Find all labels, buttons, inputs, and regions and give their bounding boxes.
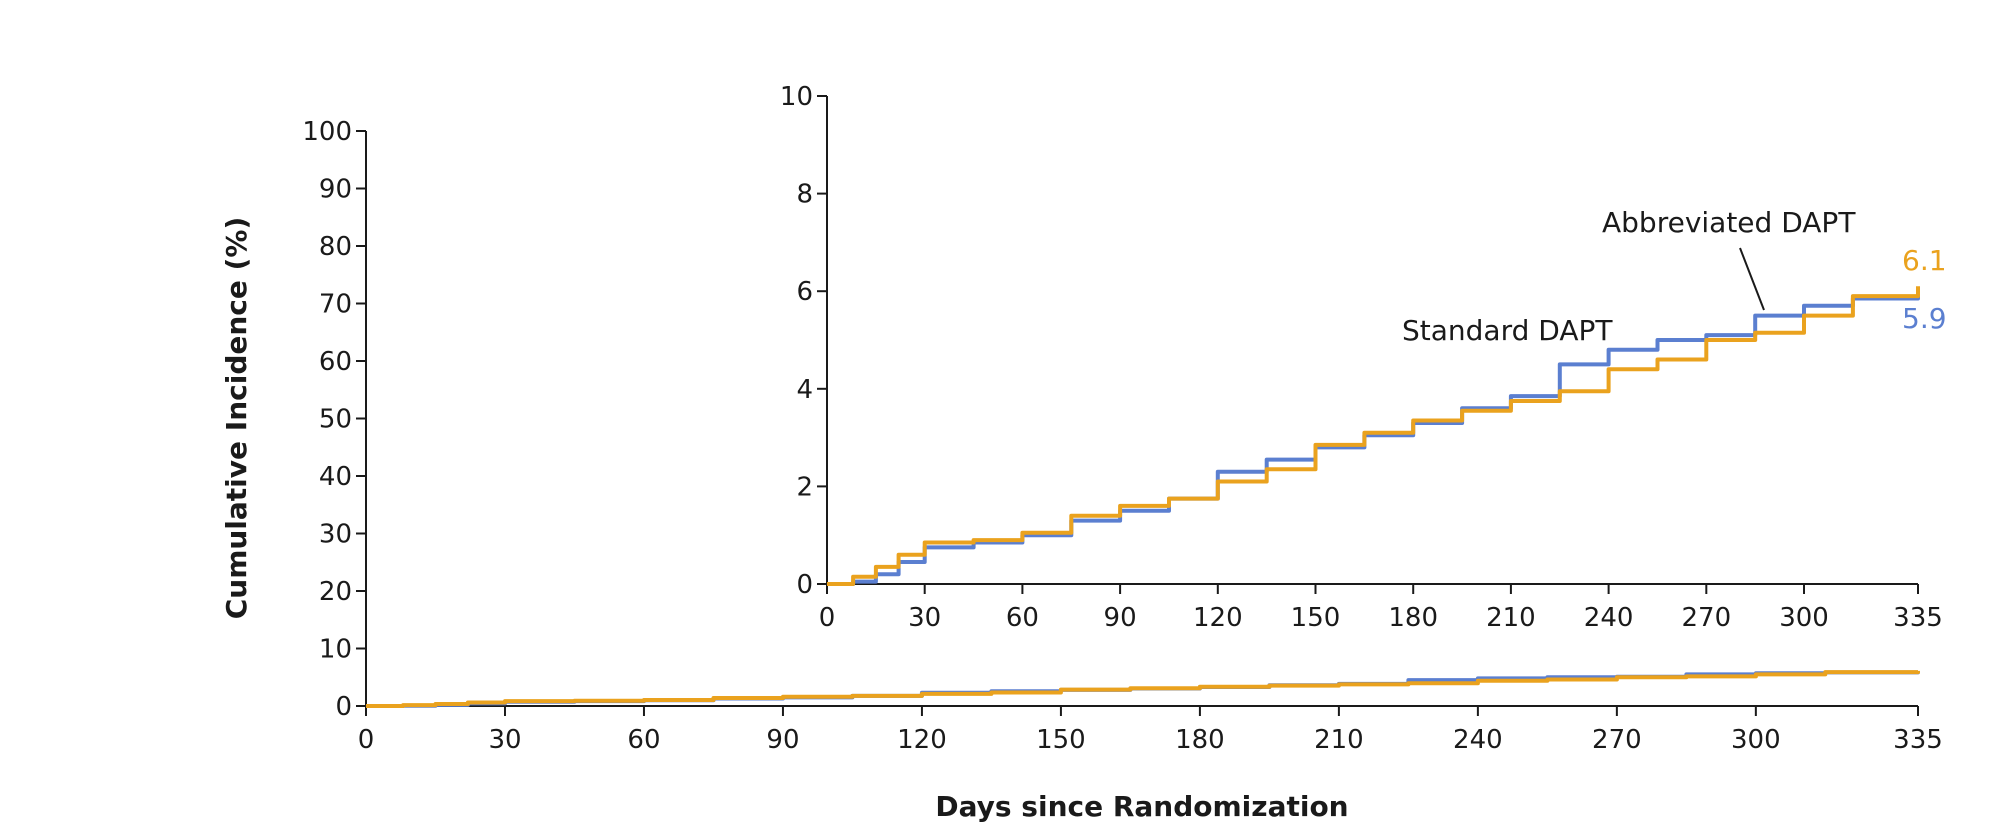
main-y-tick-label: 40 <box>319 462 352 492</box>
main-y-tick-label: 100 <box>302 117 352 147</box>
main-y-tick-label: 70 <box>319 290 352 320</box>
main-y-tick-label: 50 <box>319 405 352 435</box>
inset-x-tick-label: 335 <box>1893 603 1943 633</box>
inset-x-tick-label: 240 <box>1584 603 1634 633</box>
inset-y-tick-label: 6 <box>796 277 813 307</box>
inset-y-tick-label: 10 <box>780 82 813 112</box>
main-y-tick-label: 20 <box>319 577 352 607</box>
main-series-lines <box>366 670 1920 708</box>
main-y-tick-label: 10 <box>319 635 352 665</box>
abbreviated-dapt-pointer <box>1739 247 1765 311</box>
inset-y-tick-label: 4 <box>796 375 813 405</box>
main-series-abbreviated-dapt <box>366 670 1920 708</box>
main-x-tick-label: 240 <box>1453 725 1503 755</box>
main-x-tick-label: 150 <box>1036 725 1086 755</box>
main-y-tick-label: 30 <box>319 520 352 550</box>
inset-x-tick-label: 120 <box>1193 603 1243 633</box>
main-y-tick-label: 90 <box>319 175 352 205</box>
main-y-ticks: 0 10 20 30 40 50 60 70 80 90 100 <box>302 117 366 722</box>
y-axis-title: Cumulative Incidence (%) <box>220 217 253 620</box>
main-x-tick-label: 0 <box>358 725 375 755</box>
inset-series-abbreviated-dapt <box>827 286 1920 586</box>
main-x-tick-label: 300 <box>1731 725 1781 755</box>
main-y-tick-label: 80 <box>319 232 352 262</box>
inset-y-tick-label: 0 <box>796 570 813 600</box>
x-axis-title: Days since Randomization <box>935 790 1348 823</box>
inset-x-tick-label: 30 <box>908 603 941 633</box>
inset-y-tick-label: 2 <box>796 472 813 502</box>
inset-x-tick-label: 300 <box>1779 603 1829 633</box>
standard-end-value: 5.9 <box>1902 302 1947 335</box>
inset-plot-axes <box>826 96 1918 585</box>
inset-x-ticks: 0 30 60 90 120 150 180 210 240 270 300 335 <box>819 584 1943 633</box>
main-x-tick-label: 335 <box>1893 725 1943 755</box>
inset-y-tick-label: 8 <box>796 180 813 210</box>
inset-series-lines <box>827 286 1920 586</box>
inset-x-tick-label: 60 <box>1006 603 1039 633</box>
main-x-tick-label: 120 <box>897 725 947 755</box>
abbreviated-dapt-label: Abbreviated DAPT <box>1602 206 1856 239</box>
main-y-tick-label: 0 <box>335 692 352 722</box>
abbreviated-end-value: 6.1 <box>1902 244 1947 277</box>
main-x-tick-label: 180 <box>1175 725 1225 755</box>
inset-x-tick-label: 210 <box>1486 603 1536 633</box>
main-x-tick-label: 210 <box>1314 725 1364 755</box>
main-x-ticks: 0 30 60 90 120 150 180 210 240 270 300 335 <box>358 706 1943 755</box>
main-x-tick-label: 60 <box>627 725 660 755</box>
main-y-tick-label: 60 <box>319 347 352 377</box>
standard-dapt-label: Standard DAPT <box>1402 314 1613 347</box>
inset-y-ticks: 0 2 4 6 8 10 <box>780 82 827 600</box>
main-x-tick-label: 90 <box>766 725 799 755</box>
inset-x-tick-label: 150 <box>1291 603 1341 633</box>
inset-x-tick-label: 270 <box>1681 603 1731 633</box>
inset-x-tick-label: 90 <box>1104 603 1137 633</box>
inset-x-tick-label: 180 <box>1388 603 1438 633</box>
inset-x-tick-label: 0 <box>819 603 836 633</box>
main-x-tick-label: 30 <box>488 725 521 755</box>
main-x-tick-label: 270 <box>1592 725 1642 755</box>
